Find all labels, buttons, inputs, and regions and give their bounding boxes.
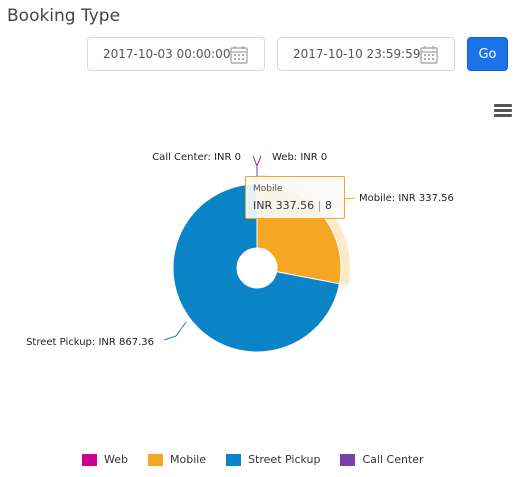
tooltip-value-line: INR 337.56 | 8: [253, 199, 332, 212]
tooltip-series-name: Mobile: [253, 184, 283, 194]
tooltip-value: INR 337.56: [253, 199, 315, 212]
page-title: Booking Type: [7, 6, 121, 26]
legend-item-web[interactable]: Web: [82, 453, 128, 466]
tooltip-count: 8: [324, 199, 332, 212]
slice-street-pickup[interactable]: [172, 183, 341, 353]
connector-street-pickup: [163, 321, 187, 341]
hamburger-menu-icon[interactable]: [494, 104, 512, 120]
legend-label-street-pickup: Street Pickup: [248, 453, 321, 466]
calendar-icon[interactable]: [229, 45, 249, 65]
legend-swatch-call-center: [340, 453, 356, 466]
legend-swatch-mobile: [147, 453, 163, 466]
data-label-call-center: Call Center: INR 0: [152, 152, 241, 163]
start-date-value: 2017-10-03 00:00:00: [103, 47, 231, 61]
legend-label-web: Web: [104, 453, 128, 466]
legend-item-mobile[interactable]: Mobile: [147, 453, 207, 466]
data-label-web: Web: INR 0: [272, 152, 327, 163]
legend-swatch-web: [82, 453, 97, 466]
legend-label-mobile: Mobile: [169, 453, 207, 466]
legend-swatch-street-pickup: [226, 453, 242, 466]
legend-item-call-center[interactable]: Call Center: [340, 453, 424, 466]
legend-label-call-center: Call Center: [362, 453, 424, 466]
end-date-field[interactable]: 2017-10-10 23:59:59: [277, 37, 455, 71]
go-button[interactable]: Go: [467, 37, 508, 71]
data-label-mobile: Mobile: INR 337.56: [359, 193, 454, 204]
legend-item-street-pickup[interactable]: Street Pickup: [226, 453, 320, 466]
data-label-street-pickup: Street Pickup: INR 867.36: [26, 337, 154, 348]
tooltip-separator: |: [317, 199, 322, 212]
end-date-value: 2017-10-10 23:59:59: [293, 47, 421, 61]
calendar-icon[interactable]: [419, 45, 439, 65]
start-date-field[interactable]: 2017-10-03 00:00:00: [87, 37, 265, 71]
chart-tooltip: Mobile INR 337.56 | 8: [245, 176, 345, 219]
chart-legend: Web Mobile Street Pickup Call Center: [82, 453, 444, 466]
